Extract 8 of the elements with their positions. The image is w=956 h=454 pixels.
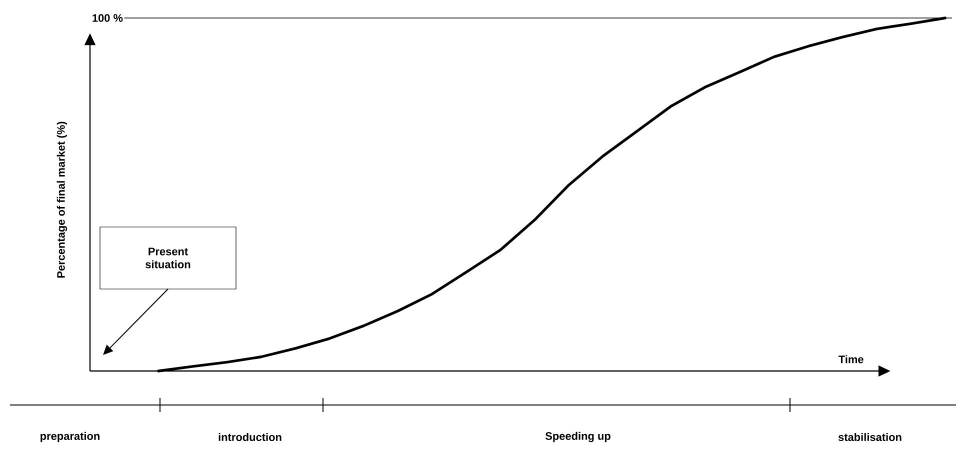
x-axis-title: Time <box>838 355 864 364</box>
annotation: Present situation <box>146 248 190 268</box>
text: stabilisation <box>838 432 902 442</box>
text: Speeding up <box>545 432 610 442</box>
text: introduction <box>218 432 282 442</box>
ref-line-label: 100 % <box>92 14 123 22</box>
y-axis-title: Percentage of final market (%) <box>56 122 68 278</box>
text: preparation <box>40 432 100 442</box>
